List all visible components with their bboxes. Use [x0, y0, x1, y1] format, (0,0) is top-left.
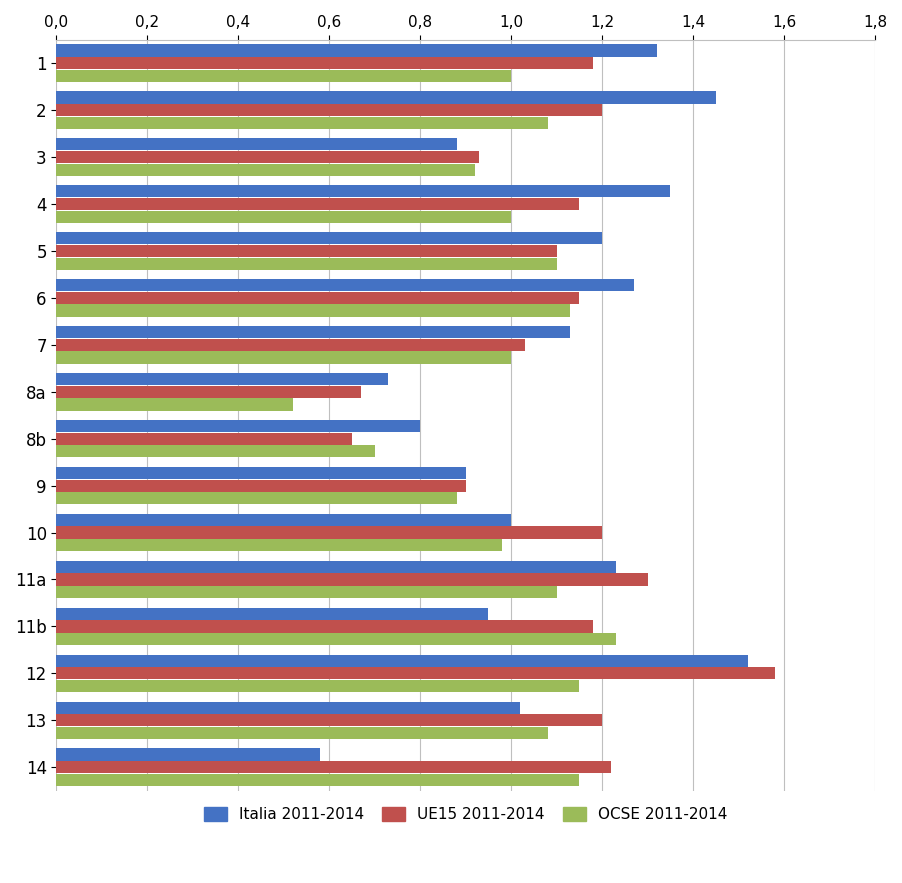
Bar	[57, 291, 579, 304]
Bar	[57, 573, 648, 585]
Bar	[57, 701, 520, 713]
Bar	[57, 445, 374, 457]
Bar	[57, 540, 502, 551]
Bar	[57, 526, 603, 539]
Legend: Italia 2011-2014, UE15 2011-2014, OCSE 2011-2014: Italia 2011-2014, UE15 2011-2014, OCSE 2…	[198, 801, 734, 828]
Bar	[57, 714, 603, 727]
Bar	[57, 151, 479, 163]
Bar	[57, 433, 352, 445]
Bar	[57, 654, 748, 667]
Bar	[57, 245, 557, 257]
Bar	[57, 774, 579, 786]
Bar	[57, 198, 579, 210]
Bar	[57, 305, 570, 317]
Bar	[57, 608, 489, 620]
Bar	[57, 420, 420, 432]
Bar	[57, 633, 616, 645]
Bar	[57, 279, 634, 291]
Bar	[57, 467, 465, 479]
Bar	[57, 91, 716, 103]
Bar	[57, 586, 557, 599]
Bar	[57, 761, 612, 774]
Bar	[57, 514, 511, 526]
Bar	[57, 163, 474, 176]
Bar	[57, 680, 579, 692]
Bar	[57, 326, 570, 338]
Bar	[57, 44, 657, 57]
Bar	[57, 185, 670, 198]
Bar	[57, 210, 511, 223]
Bar	[57, 258, 557, 269]
Bar	[57, 104, 603, 117]
Bar	[57, 351, 511, 364]
Bar	[57, 398, 293, 411]
Bar	[57, 492, 456, 504]
Bar	[57, 386, 361, 398]
Bar	[57, 57, 593, 69]
Bar	[57, 727, 548, 739]
Bar	[57, 621, 593, 632]
Bar	[57, 70, 511, 82]
Bar	[57, 139, 456, 150]
Bar	[57, 117, 548, 129]
Bar	[57, 668, 775, 679]
Bar	[57, 373, 389, 385]
Bar	[57, 749, 320, 760]
Bar	[57, 339, 525, 351]
Bar	[57, 561, 616, 573]
Bar	[57, 232, 603, 245]
Bar	[57, 479, 465, 492]
